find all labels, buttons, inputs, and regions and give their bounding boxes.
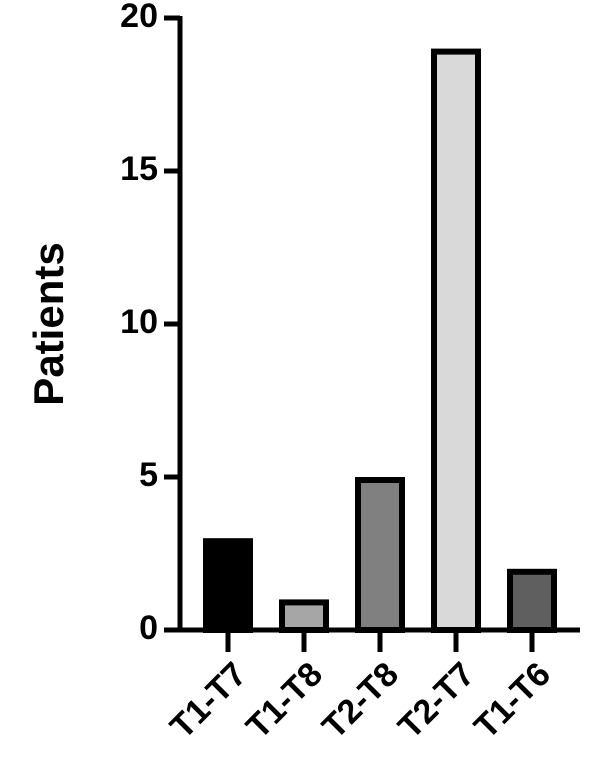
bar <box>203 538 253 634</box>
bar <box>431 48 481 634</box>
y-tick-label: 0 <box>139 609 158 647</box>
y-axis-label: Patients <box>25 242 72 405</box>
x-tick-label: T1-T6 <box>467 655 558 746</box>
y-tick-label: 20 <box>120 0 158 35</box>
bar <box>507 568 557 633</box>
bar <box>355 477 405 633</box>
bar <box>279 599 329 634</box>
y-tick-label: 10 <box>120 303 158 341</box>
x-tick-label: T2-T7 <box>391 655 482 746</box>
x-tick-label: T1-T8 <box>239 655 330 746</box>
y-tick-label: 5 <box>139 456 158 494</box>
x-tick-label: T2-T8 <box>315 655 406 746</box>
y-tick-label: 15 <box>120 150 158 188</box>
x-tick-label: T1-T7 <box>163 655 254 746</box>
